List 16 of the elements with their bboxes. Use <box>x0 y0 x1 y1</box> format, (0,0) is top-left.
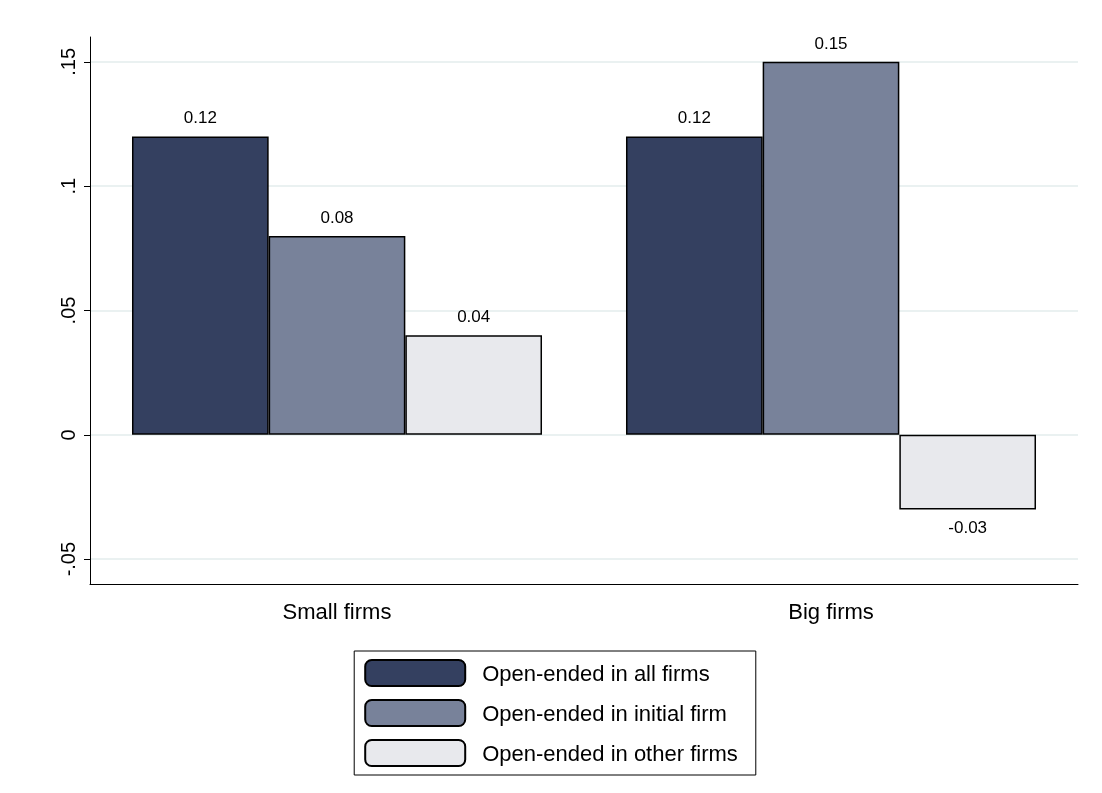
legend-label: Open-ended in initial firm <box>482 700 727 726</box>
legend-label: Open-ended in all firms <box>482 660 710 686</box>
y-tick-label: -.05 <box>57 541 79 577</box>
data-label: 0.12 <box>677 108 711 128</box>
y-tick-label: .1 <box>57 177 79 195</box>
data-label: 0.08 <box>320 207 354 227</box>
data-label: 0.04 <box>457 307 491 327</box>
y-tick-label: .15 <box>57 47 79 76</box>
y-tick-label: .05 <box>57 296 79 325</box>
data-label: 0.12 <box>183 108 217 128</box>
data-label: -0.03 <box>948 518 988 538</box>
x-tick-label: Big firms <box>788 598 874 624</box>
x-tick-label: Small firms <box>282 598 392 624</box>
data-label: 0.15 <box>814 33 848 53</box>
legend-label: Open-ended in other firms <box>482 740 738 766</box>
y-tick-label: 0 <box>57 429 79 441</box>
